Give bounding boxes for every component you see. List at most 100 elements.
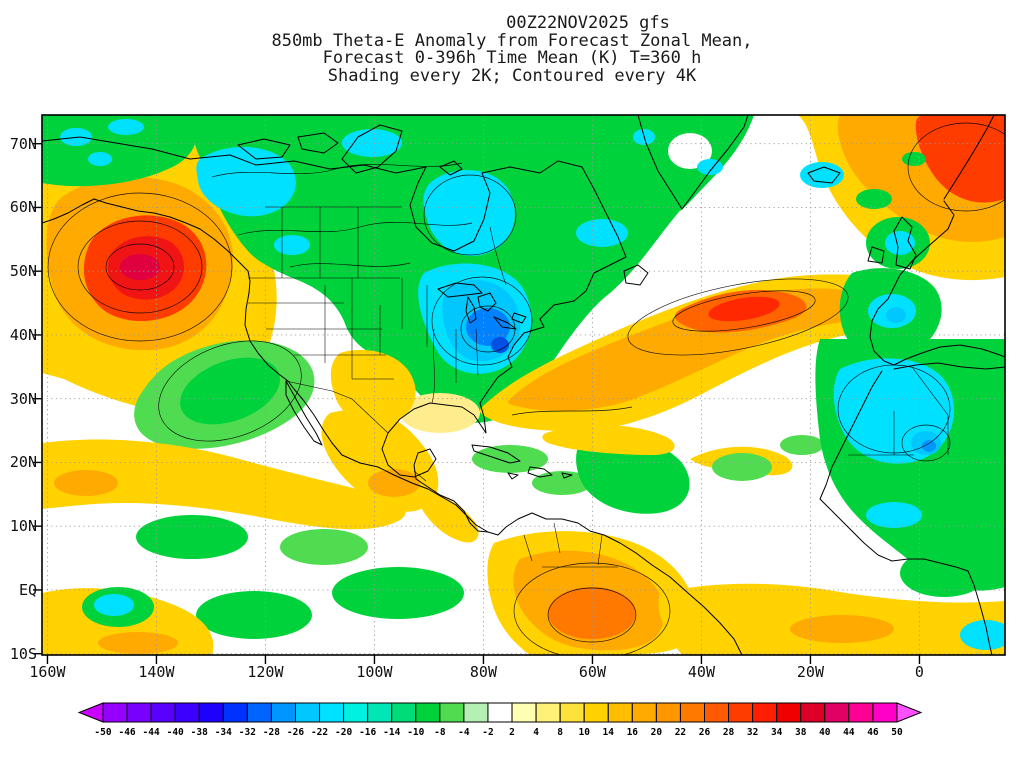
colorbar-cell	[294, 702, 321, 723]
lat-label-20N: 20N	[9, 453, 37, 472]
colorbar-tick-label: -26	[287, 727, 304, 738]
colorbar-tick-label: 26	[699, 727, 711, 738]
cold-anomaly-uk-cyan	[885, 231, 915, 255]
cold-anomaly-africa-blue	[922, 440, 936, 452]
colorbar-tick-label: 46	[867, 727, 879, 738]
title-line-1: 00Z22NOV2025 gfs	[506, 13, 670, 33]
colorbar-tick-label: -46	[118, 727, 135, 738]
cold-patch-eq-pacific	[136, 515, 248, 559]
colorbar-cell	[728, 702, 754, 723]
lat-label-60N: 60N	[9, 198, 37, 217]
colorbar-cell	[174, 702, 200, 723]
coast-jamaica	[507, 472, 519, 480]
cold-anomaly-nwcanada-cyan	[196, 146, 296, 217]
cold-patch	[902, 152, 926, 166]
colorbar-tick-label: 2	[509, 727, 515, 738]
lat-label-30N: 30N	[9, 389, 37, 408]
colorbar-tick-label: -22	[311, 727, 328, 738]
coast-europe	[869, 200, 1005, 366]
colorbar-tick-label: 8	[557, 727, 563, 738]
lat-label-70N: 70N	[9, 134, 37, 153]
cold-patch-subtropical-atlantic	[712, 453, 772, 481]
cold-anomaly-iberia-blue	[886, 307, 906, 323]
lat-label-10S: 10S	[9, 644, 37, 663]
cold-patch-iceland	[800, 162, 844, 188]
cold-patch-antilles	[576, 437, 690, 514]
warm-patch	[98, 632, 178, 654]
colorbar-tick-label: -2	[482, 727, 493, 738]
colorbar-tick-label: -14	[383, 727, 400, 738]
title-line-4: Shading every 2K; Contoured every 4K	[327, 65, 697, 86]
warm-anomaly-centralamerica	[416, 492, 479, 543]
map-plot	[33, 114, 1006, 664]
warm-anomaly-atlantic-red	[708, 296, 780, 322]
colorbar-tick-label: -10	[407, 727, 424, 738]
colorbar-cell	[415, 702, 441, 723]
lat-label-50N: 50N	[9, 262, 37, 281]
coast-britain	[893, 216, 917, 270]
colorbar-cell	[102, 702, 128, 723]
colorbar-tick-label: 4	[533, 727, 539, 738]
cold-patch-corner	[960, 620, 1005, 650]
coast-north-africa	[893, 362, 1005, 370]
coast-newfoundland	[623, 264, 649, 286]
axis-ticks	[33, 142, 921, 664]
lat-label-EQ: EQ	[18, 580, 37, 599]
colorbar-cell	[679, 702, 706, 723]
lon-label-80W: 80W	[469, 663, 497, 681]
warm-patch-gulf	[400, 393, 480, 433]
cold-patch-caribbean	[532, 471, 592, 495]
colorbar-tick-label: 34	[771, 727, 783, 738]
colorbar-tick-label: -28	[263, 727, 280, 738]
colorbar-cell	[319, 702, 345, 723]
colorbar-cell	[752, 702, 778, 723]
lon-label-140W: 140W	[138, 663, 175, 681]
warm-patch	[54, 470, 118, 496]
colorbar-tick-label: 14	[603, 727, 615, 738]
colorbar-tick-label: 50	[891, 727, 903, 738]
contour-lines	[47, 122, 1005, 655]
colorbar-cell	[150, 702, 176, 723]
colorbar-tick-label: 40	[819, 727, 831, 738]
lon-label-100W: 100W	[356, 663, 393, 681]
coast-baja	[285, 380, 323, 446]
coast-hispaniola	[527, 466, 553, 478]
colorbar-cell	[198, 702, 224, 723]
colorbar-tick-label: -38	[191, 727, 208, 738]
colorbar-cell	[487, 702, 513, 723]
colorbar-cell	[439, 702, 465, 723]
coast-greenland	[637, 115, 749, 210]
warm-patch	[790, 615, 894, 643]
colorbar-tick-label: -32	[239, 727, 256, 738]
cold-anomaly-hudson-cyan	[423, 170, 515, 257]
coast-puerto-rico	[561, 472, 573, 479]
colorbar-tick-label: -4	[458, 727, 470, 738]
lat-label-40N: 40N	[9, 325, 37, 344]
cold-patch-subtropical-atlantic	[780, 435, 824, 455]
political-borders	[248, 206, 949, 568]
map-field	[42, 115, 1005, 655]
cold-patch	[342, 129, 402, 157]
cold-patch-eq-pacific	[280, 529, 368, 565]
colorbar-cell	[824, 702, 850, 723]
colorbar-cell	[800, 702, 826, 723]
cold-patch	[88, 152, 112, 166]
coastlines	[42, 115, 1005, 655]
colorbar-cell	[631, 702, 657, 723]
colorbar-cell	[872, 702, 898, 723]
colorbar-tick-label: -34	[215, 727, 232, 738]
cold-patch-eq-pacific	[332, 567, 464, 619]
warm-anomaly-pacific-core	[120, 254, 160, 280]
cold-patch-eq-pacific	[196, 591, 312, 639]
colorbar-tick-label: 44	[843, 727, 855, 738]
colorbar-tick-label: -8	[434, 727, 446, 738]
plot-title: 00Z22NOV2025 gfs 850mb Theta-E Anomaly f…	[0, 13, 1024, 86]
colorbar-cell	[343, 702, 369, 723]
cold-patch	[856, 189, 892, 209]
colorbar-tick-label: 28	[723, 727, 735, 738]
lon-label-160W: 160W	[29, 663, 66, 681]
colorbar-tick-label: 22	[675, 727, 686, 738]
coast-norway	[943, 115, 995, 200]
colorbar-tick-label: -20	[335, 727, 352, 738]
